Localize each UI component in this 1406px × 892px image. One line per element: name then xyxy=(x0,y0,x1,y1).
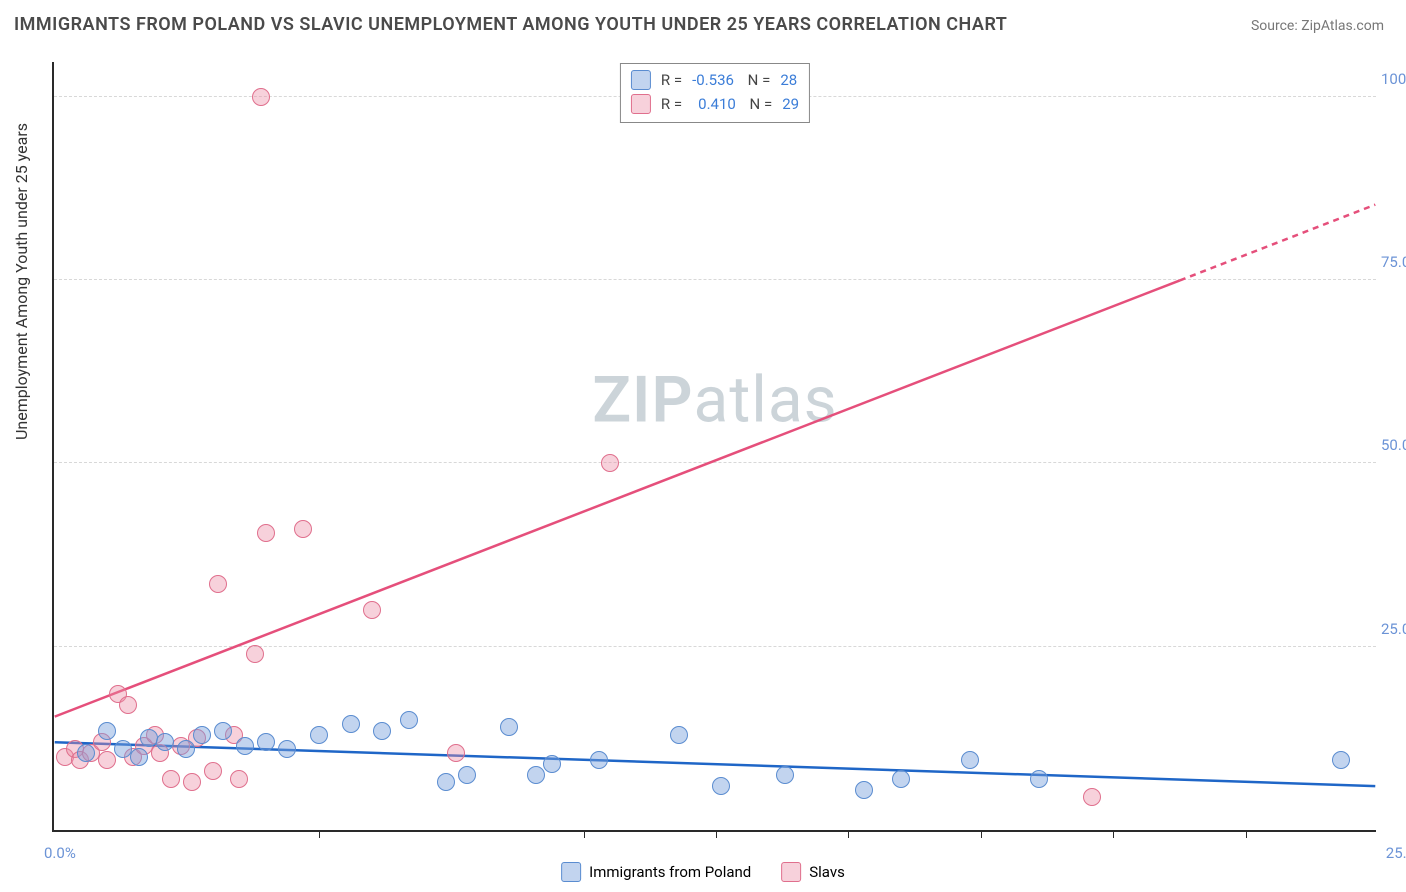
legend-label-blue: Immigrants from Poland xyxy=(589,863,751,881)
correlation-row-pink: R = 0.410 N = 29 xyxy=(631,92,799,116)
chart-title: IMMIGRANTS FROM POLAND VS SLAVIC UNEMPLO… xyxy=(14,14,1007,35)
data-point-blue xyxy=(130,748,148,766)
n-label: N = xyxy=(744,68,770,92)
gridline: 75.0% xyxy=(54,279,1376,280)
data-point-blue xyxy=(670,726,688,744)
data-point-blue xyxy=(98,722,116,740)
data-point-pink xyxy=(257,524,275,542)
data-point-pink xyxy=(119,696,137,714)
correlation-row-blue: R = -0.536 N = 28 xyxy=(631,68,799,92)
x-axis-max-label: 25.0% xyxy=(1386,844,1406,862)
x-tick xyxy=(848,830,849,838)
data-point-blue xyxy=(177,740,195,758)
y-tick-label: 100.0% xyxy=(1381,70,1406,88)
data-point-blue xyxy=(458,766,476,784)
series-legend: Immigrants from Poland Slavs xyxy=(561,862,845,882)
data-point-blue xyxy=(1332,751,1350,769)
n-value-pink: 29 xyxy=(782,92,799,116)
data-point-pink xyxy=(209,575,227,593)
data-point-pink xyxy=(252,88,270,106)
plot-area: ZIPatlas 25.0%50.0%75.0%100.0% R = -0.53… xyxy=(52,62,1376,832)
y-tick-label: 50.0% xyxy=(1381,436,1406,454)
x-tick xyxy=(584,830,585,838)
data-point-blue xyxy=(257,733,275,751)
r-label: R = xyxy=(661,92,682,116)
data-point-blue xyxy=(892,770,910,788)
data-point-pink xyxy=(1083,788,1101,806)
source-attribution: Source: ZipAtlas.com xyxy=(1251,18,1384,34)
x-tick xyxy=(1246,830,1247,838)
legend-item-blue: Immigrants from Poland xyxy=(561,862,751,882)
data-point-pink xyxy=(447,744,465,762)
data-point-pink xyxy=(183,773,201,791)
data-point-pink xyxy=(204,762,222,780)
data-point-blue xyxy=(776,766,794,784)
data-point-blue xyxy=(543,755,561,773)
legend-item-pink: Slavs xyxy=(781,862,845,882)
data-point-blue xyxy=(193,726,211,744)
data-point-blue xyxy=(77,744,95,762)
r-label: R = xyxy=(661,68,682,92)
r-value-pink: 0.410 xyxy=(698,92,736,116)
n-label: N = xyxy=(746,92,772,116)
data-point-blue xyxy=(527,766,545,784)
data-point-pink xyxy=(363,601,381,619)
y-axis-label: Unemployment Among Youth under 25 years xyxy=(12,123,31,440)
x-tick xyxy=(319,830,320,838)
data-point-pink xyxy=(162,770,180,788)
data-point-blue xyxy=(214,722,232,740)
watermark-atlas: atlas xyxy=(694,362,838,437)
data-point-blue xyxy=(590,751,608,769)
y-tick-label: 25.0% xyxy=(1381,620,1406,638)
n-value-blue: 28 xyxy=(780,68,797,92)
data-point-blue xyxy=(342,715,360,733)
data-point-blue xyxy=(437,773,455,791)
r-value-blue: -0.536 xyxy=(692,68,734,92)
data-point-blue xyxy=(961,751,979,769)
trend-lines xyxy=(54,62,1376,830)
swatch-pink xyxy=(631,94,651,114)
watermark: ZIPatlas xyxy=(592,362,837,437)
swatch-blue xyxy=(561,862,581,882)
watermark-zip: ZIP xyxy=(592,362,693,437)
data-point-blue xyxy=(1030,770,1048,788)
y-tick-label: 75.0% xyxy=(1381,253,1406,271)
swatch-blue xyxy=(631,70,651,90)
x-axis-origin-label: 0.0% xyxy=(44,844,76,862)
data-point-blue xyxy=(400,711,418,729)
data-point-blue xyxy=(373,722,391,740)
data-point-blue xyxy=(855,781,873,799)
data-point-pink xyxy=(246,645,264,663)
data-point-blue xyxy=(310,726,328,744)
data-point-blue xyxy=(236,737,254,755)
data-point-blue xyxy=(712,777,730,795)
data-point-blue xyxy=(156,733,174,751)
correlation-legend: R = -0.536 N = 28 R = 0.410 N = 29 xyxy=(620,63,810,123)
swatch-pink xyxy=(781,862,801,882)
x-tick xyxy=(1113,830,1114,838)
data-point-pink xyxy=(98,751,116,769)
source-prefix: Source: xyxy=(1251,18,1301,34)
x-tick xyxy=(716,830,717,838)
data-point-blue xyxy=(500,718,518,736)
data-point-pink xyxy=(230,770,248,788)
data-point-pink xyxy=(601,454,619,472)
legend-label-pink: Slavs xyxy=(809,863,845,881)
data-point-blue xyxy=(278,740,296,758)
source-name: ZipAtlas.com xyxy=(1301,18,1384,34)
data-point-pink xyxy=(294,520,312,538)
gridline: 50.0% xyxy=(54,462,1376,463)
x-tick xyxy=(981,830,982,838)
